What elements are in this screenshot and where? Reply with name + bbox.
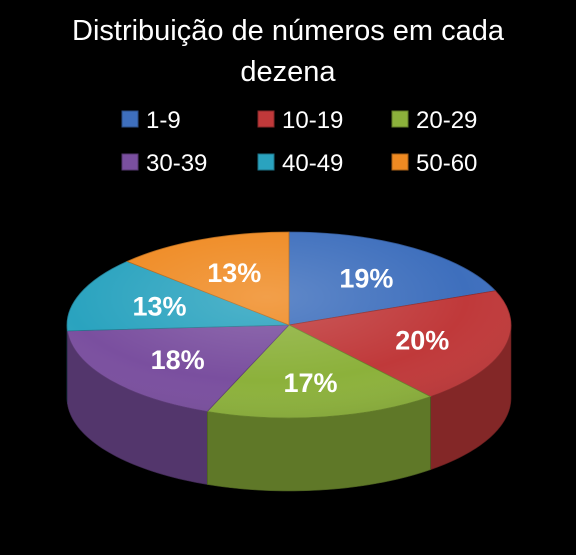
legend-label-40-49: 40-49 <box>282 150 343 177</box>
legend-marker-30-39 <box>121 153 139 171</box>
legend-label-50-60: 50-60 <box>416 150 477 177</box>
data-label-40-49: 13% <box>132 292 186 322</box>
legend-label-10-19: 10-19 <box>282 107 343 134</box>
pie-slices <box>66 231 512 419</box>
data-label-50-60: 13% <box>207 258 261 288</box>
chart-title-line-2: dezena <box>240 56 336 88</box>
data-label-30-39: 18% <box>151 345 205 375</box>
legend-label-20-29: 20-29 <box>416 107 477 134</box>
legend: 1-9 10-19 20-29 30-39 40-49 50-60 <box>121 107 477 177</box>
legend-marker-20-29 <box>391 110 409 128</box>
chart-title-line-1: Distribuição de números em cada <box>72 15 505 47</box>
legend-marker-1-9 <box>121 110 139 128</box>
data-label-1-9: 19% <box>339 263 393 293</box>
pie-top-highlight <box>67 232 511 418</box>
data-label-10-19: 20% <box>395 325 449 355</box>
legend-marker-40-49 <box>257 153 275 171</box>
data-label-20-29: 17% <box>283 368 337 398</box>
pie-data-labels: 19% 20% 17% 18% 13% 13% <box>132 258 449 398</box>
legend-label-1-9: 1-9 <box>146 107 181 134</box>
legend-marker-10-19 <box>257 110 275 128</box>
legend-marker-50-60 <box>391 153 409 171</box>
legend-label-30-39: 30-39 <box>146 150 207 177</box>
pie-sides <box>66 324 512 492</box>
